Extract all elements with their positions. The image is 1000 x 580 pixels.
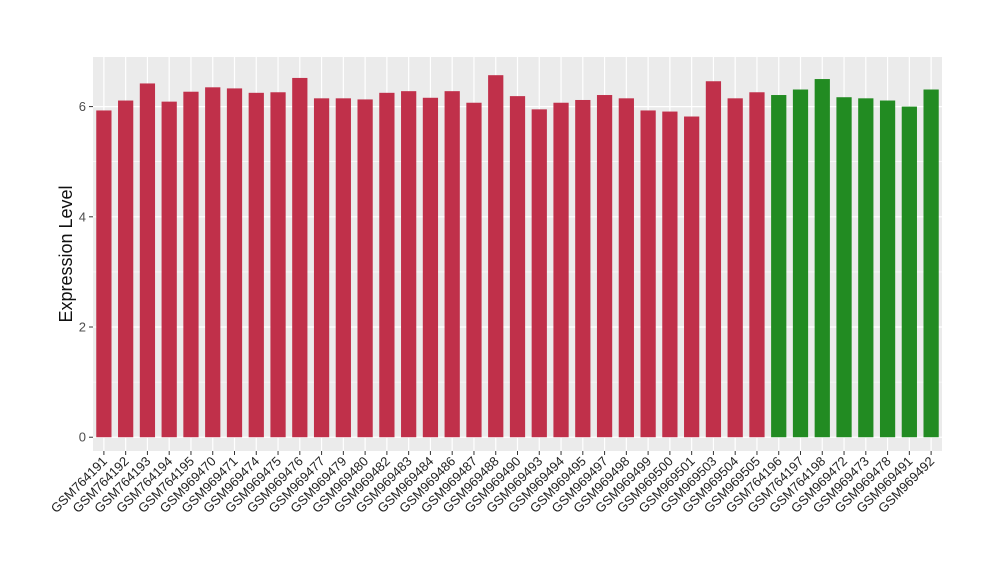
bar-GSM969497 bbox=[596, 95, 613, 438]
bar-GSM764191 bbox=[96, 110, 112, 438]
bar-GSM969487 bbox=[466, 102, 482, 438]
bar-GSM764198 bbox=[814, 79, 830, 438]
bar-GSM764193 bbox=[139, 83, 156, 438]
bar-GSM969501 bbox=[684, 116, 700, 438]
bar-GSM969474 bbox=[248, 92, 264, 438]
y-axis-title: Expression Level bbox=[56, 185, 76, 322]
bar-GSM764196 bbox=[771, 95, 787, 438]
bar-GSM969472 bbox=[836, 97, 852, 438]
bar-GSM969477 bbox=[313, 98, 330, 438]
bar-GSM969470 bbox=[205, 87, 221, 438]
bar-GSM969504 bbox=[727, 98, 743, 438]
bar-GSM969505 bbox=[749, 92, 765, 438]
y-axis: 0 2 4 6 bbox=[79, 99, 93, 445]
bar-GSM764194 bbox=[161, 101, 177, 438]
bar-GSM764195 bbox=[183, 91, 199, 438]
x-axis: GSM764191GSM764192GSM764193GSM764194GSM7… bbox=[48, 451, 937, 516]
bars bbox=[96, 75, 939, 438]
bar-GSM969494 bbox=[553, 102, 569, 438]
bar-GSM969493 bbox=[531, 109, 547, 438]
bar-GSM969484 bbox=[422, 97, 439, 438]
bar-GSM969479 bbox=[335, 98, 351, 438]
y-tick-label: 2 bbox=[79, 320, 86, 335]
bar-GSM969476 bbox=[292, 77, 308, 438]
bar-GSM969491 bbox=[901, 106, 917, 438]
bar-GSM969482 bbox=[379, 92, 395, 438]
bar-GSM969483 bbox=[401, 91, 417, 438]
bar-GSM969475 bbox=[270, 92, 286, 438]
bar-GSM969490 bbox=[509, 96, 526, 438]
bar-GSM969486 bbox=[444, 91, 460, 438]
bar-GSM969478 bbox=[879, 100, 896, 438]
bar-GSM969471 bbox=[226, 88, 243, 438]
y-tick-label: 4 bbox=[79, 209, 86, 224]
bar-GSM764197 bbox=[792, 89, 809, 438]
bar-GSM764192 bbox=[118, 100, 134, 438]
y-tick-label: 6 bbox=[79, 99, 86, 114]
bar-GSM969498 bbox=[618, 98, 634, 438]
bar-GSM969503 bbox=[705, 81, 722, 438]
bar-GSM969495 bbox=[575, 99, 591, 438]
bar-GSM969499 bbox=[640, 110, 656, 438]
bar-GSM969480 bbox=[357, 99, 373, 438]
bar-GSM969473 bbox=[858, 98, 874, 438]
y-tick-label: 0 bbox=[79, 430, 86, 445]
bar-GSM969492 bbox=[923, 89, 939, 438]
bar-GSM969488 bbox=[488, 75, 504, 438]
bar-GSM969500 bbox=[662, 111, 678, 438]
